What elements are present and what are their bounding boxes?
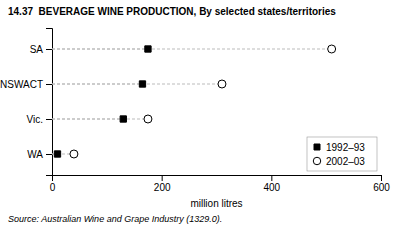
plot: 0 200 400 600 WA Vic. NSWACT SA 1992–93 2002–03	[0, 29, 390, 194]
y-tick-label: Vic.	[27, 114, 44, 125]
x-axis-line	[53, 176, 382, 182]
legend-item: 2002–03	[313, 156, 365, 167]
x-tick-mark	[271, 175, 272, 181]
legend-label: 1992–93	[326, 142, 365, 153]
x-tick: 200	[154, 175, 171, 193]
point	[70, 150, 78, 158]
x-tick-label: 400	[263, 182, 280, 193]
y-tick: SA	[30, 44, 52, 55]
x-tick-label: 0	[50, 182, 56, 193]
y-tick-mark	[46, 49, 52, 50]
x-tick: 400	[263, 175, 280, 193]
x-tick: 0	[50, 175, 56, 193]
y-axis-line	[46, 29, 53, 176]
x-tick-label: 200	[154, 182, 171, 193]
source-note: Source: Australian Wine and Grape Indust…	[8, 214, 222, 224]
point	[144, 115, 152, 123]
title: 14.37 BEVERAGE WINE PRODUCTION, By selec…	[8, 6, 336, 17]
point	[218, 80, 226, 88]
legend-symbol	[314, 144, 320, 150]
x-tick: 600	[373, 175, 390, 193]
x-axis-title: million litres	[190, 198, 242, 209]
point	[54, 151, 60, 157]
y-tick-mark	[46, 119, 52, 120]
marks	[52, 45, 336, 158]
x-tick-mark	[381, 175, 382, 181]
y-tick: NSWACT	[0, 79, 52, 90]
y-axis: WA Vic. NSWACT SA	[0, 29, 52, 176]
leader-line	[52, 84, 222, 85]
legend-box	[307, 137, 377, 171]
point	[145, 46, 151, 52]
legend: 1992–93 2002–03	[307, 137, 377, 171]
y-tick: WA	[27, 149, 52, 160]
leader-line	[52, 119, 148, 120]
point	[120, 116, 126, 122]
chart-svg: 14.37 BEVERAGE WINE PRODUCTION, By selec…	[0, 0, 397, 227]
y-tick-mark	[46, 84, 52, 85]
legend-symbol	[313, 157, 320, 164]
y-tick-label: SA	[30, 44, 44, 55]
y-tick: Vic.	[27, 114, 53, 125]
x-tick-label: 600	[373, 182, 390, 193]
point	[139, 81, 145, 87]
legend-label: 2002–03	[326, 156, 365, 167]
legend-item: 1992–93	[314, 142, 365, 153]
point	[328, 45, 336, 53]
y-tick-label: WA	[27, 149, 43, 160]
x-tick-mark	[162, 175, 163, 181]
y-tick-mark	[46, 154, 52, 155]
x-axis: 0 200 400 600	[50, 175, 391, 193]
leader-line	[52, 49, 332, 50]
y-tick-label: NSWACT	[0, 79, 43, 90]
